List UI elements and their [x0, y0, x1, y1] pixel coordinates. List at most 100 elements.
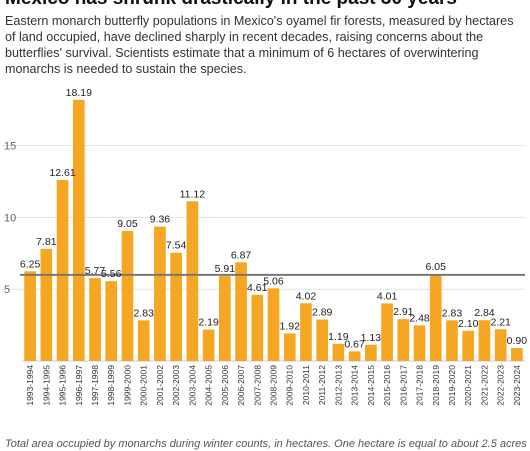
bar [381, 303, 393, 361]
bar [24, 271, 36, 361]
bar-value-label: 5.91 [215, 263, 236, 275]
x-category-label: 2002-2003 [171, 365, 181, 406]
chart-subtitle: Eastern monarch butterfly populations in… [5, 14, 514, 76]
bar [202, 329, 215, 361]
x-category-label: 2019-2020 [447, 365, 457, 406]
x-category-label: 1996-1997 [74, 365, 84, 406]
bar [235, 262, 247, 361]
bar [251, 294, 264, 361]
x-category-label: 2004-2005 [204, 365, 214, 406]
x-category-label: 2000-2001 [139, 365, 149, 406]
bar-value-label: 6.25 [20, 258, 41, 270]
x-category-label: 2008-2009 [269, 365, 279, 406]
bar-value-label: 0.67 [344, 338, 365, 350]
bar [300, 303, 312, 361]
chart-title: Mexico has shrunk drastically in the pas… [5, 0, 530, 10]
bar-value-label: 11.12 [180, 188, 206, 200]
x-category-label: 2015-2016 [382, 365, 392, 406]
bar [105, 281, 118, 361]
footnote: Total area occupied by monarchs during w… [5, 438, 530, 450]
bar [283, 333, 296, 361]
x-category-label: 1994-1995 [41, 365, 51, 406]
x-category-label: 1998-1999 [106, 365, 116, 406]
x-category-label: 2021-2022 [479, 365, 489, 406]
x-category-label: 2016-2017 [398, 365, 408, 406]
bar-value-label: 2.84 [474, 307, 495, 319]
bar [218, 276, 231, 361]
x-category-label: 2023-2024 [512, 365, 522, 406]
bar [446, 320, 458, 361]
bar-value-label: 9.36 [150, 214, 171, 226]
bar-value-label: 7.54 [166, 240, 187, 252]
bar [365, 344, 377, 361]
x-category-label: 1999-2000 [122, 365, 132, 406]
bar [429, 274, 442, 361]
bar-value-label: 2.10 [458, 318, 479, 330]
bar-value-label: 1.92 [280, 320, 301, 332]
bar-value-label: 0.90 [507, 335, 528, 347]
bar-value-label: 4.02 [296, 290, 317, 302]
bar [72, 99, 85, 362]
bar [40, 248, 53, 361]
bar [478, 320, 491, 361]
bar-value-label: 2.21 [490, 316, 511, 328]
x-category-label: 2013-2014 [350, 365, 360, 406]
bar-value-label: 1.13 [361, 332, 382, 344]
bar-value-label: 18.19 [66, 87, 92, 99]
bar-value-label: 2.48 [409, 312, 430, 324]
y-tick-label: 5 [4, 284, 10, 296]
x-category-label: 2009-2010 [285, 365, 295, 406]
bar-value-label: 6.05 [426, 261, 447, 273]
bar-value-label: 5.77 [85, 265, 106, 277]
x-category-label: 2006-2007 [236, 365, 246, 406]
bar-value-label: 1.19 [328, 331, 349, 343]
bar [137, 320, 150, 361]
bar [511, 348, 523, 361]
x-category-label: 1993-1994 [25, 365, 35, 406]
bar-value-label: 6.87 [231, 249, 252, 261]
bar-value-label: 4.01 [377, 290, 398, 302]
bar [89, 278, 101, 361]
bar [267, 288, 280, 361]
x-category-label: 2010-2011 [301, 365, 311, 405]
bar [332, 343, 345, 361]
bar-value-label: 2.19 [198, 317, 219, 329]
bar [154, 226, 166, 361]
bar-value-label: 2.83 [442, 307, 463, 319]
x-category-label: 2003-2004 [187, 365, 197, 406]
x-category-label: 2014-2015 [366, 365, 376, 406]
bar [413, 325, 426, 361]
bar-value-label: 4.61 [247, 282, 268, 294]
bar [170, 252, 182, 361]
bar-value-label: 2.91 [393, 306, 414, 318]
bar [121, 231, 134, 361]
bar-value-label: 5.06 [263, 275, 284, 287]
x-category-label: 2001-2002 [155, 365, 165, 406]
bar [56, 179, 69, 361]
x-category-label: 2011-2012 [317, 365, 327, 405]
bar-value-label: 9.05 [117, 218, 138, 230]
bar-value-label: 12.61 [49, 167, 75, 179]
x-category-label: 2012-2013 [333, 365, 343, 406]
bar-value-label: 5.56 [101, 268, 122, 280]
bar [462, 330, 475, 361]
x-category-label: 2022-2023 [496, 365, 506, 406]
bar [186, 201, 199, 361]
y-tick-label: 10 [4, 212, 16, 224]
x-category-label: 2005-2006 [220, 365, 230, 406]
bar [397, 319, 410, 361]
y-axis-ticks: 5 10 15 [4, 141, 16, 297]
bar-value-label: 2.89 [312, 306, 333, 318]
bar-value-labels: 6.25 7.81 12.61 18.19 5.775.56 9.05 2.83 9.36 7.… [20, 87, 527, 351]
x-category-label: 2018-2019 [431, 365, 441, 406]
x-category-label: 2017-2018 [415, 365, 425, 406]
bars [24, 99, 523, 362]
y-tick-label: 15 [4, 141, 16, 153]
bar-value-label: 2.83 [133, 307, 154, 319]
x-category-label: 1995-1996 [58, 365, 68, 406]
bar-value-label: 7.81 [36, 236, 57, 248]
x-category-label: 2020-2021 [463, 365, 473, 406]
bar [348, 351, 361, 361]
bar [494, 329, 507, 361]
